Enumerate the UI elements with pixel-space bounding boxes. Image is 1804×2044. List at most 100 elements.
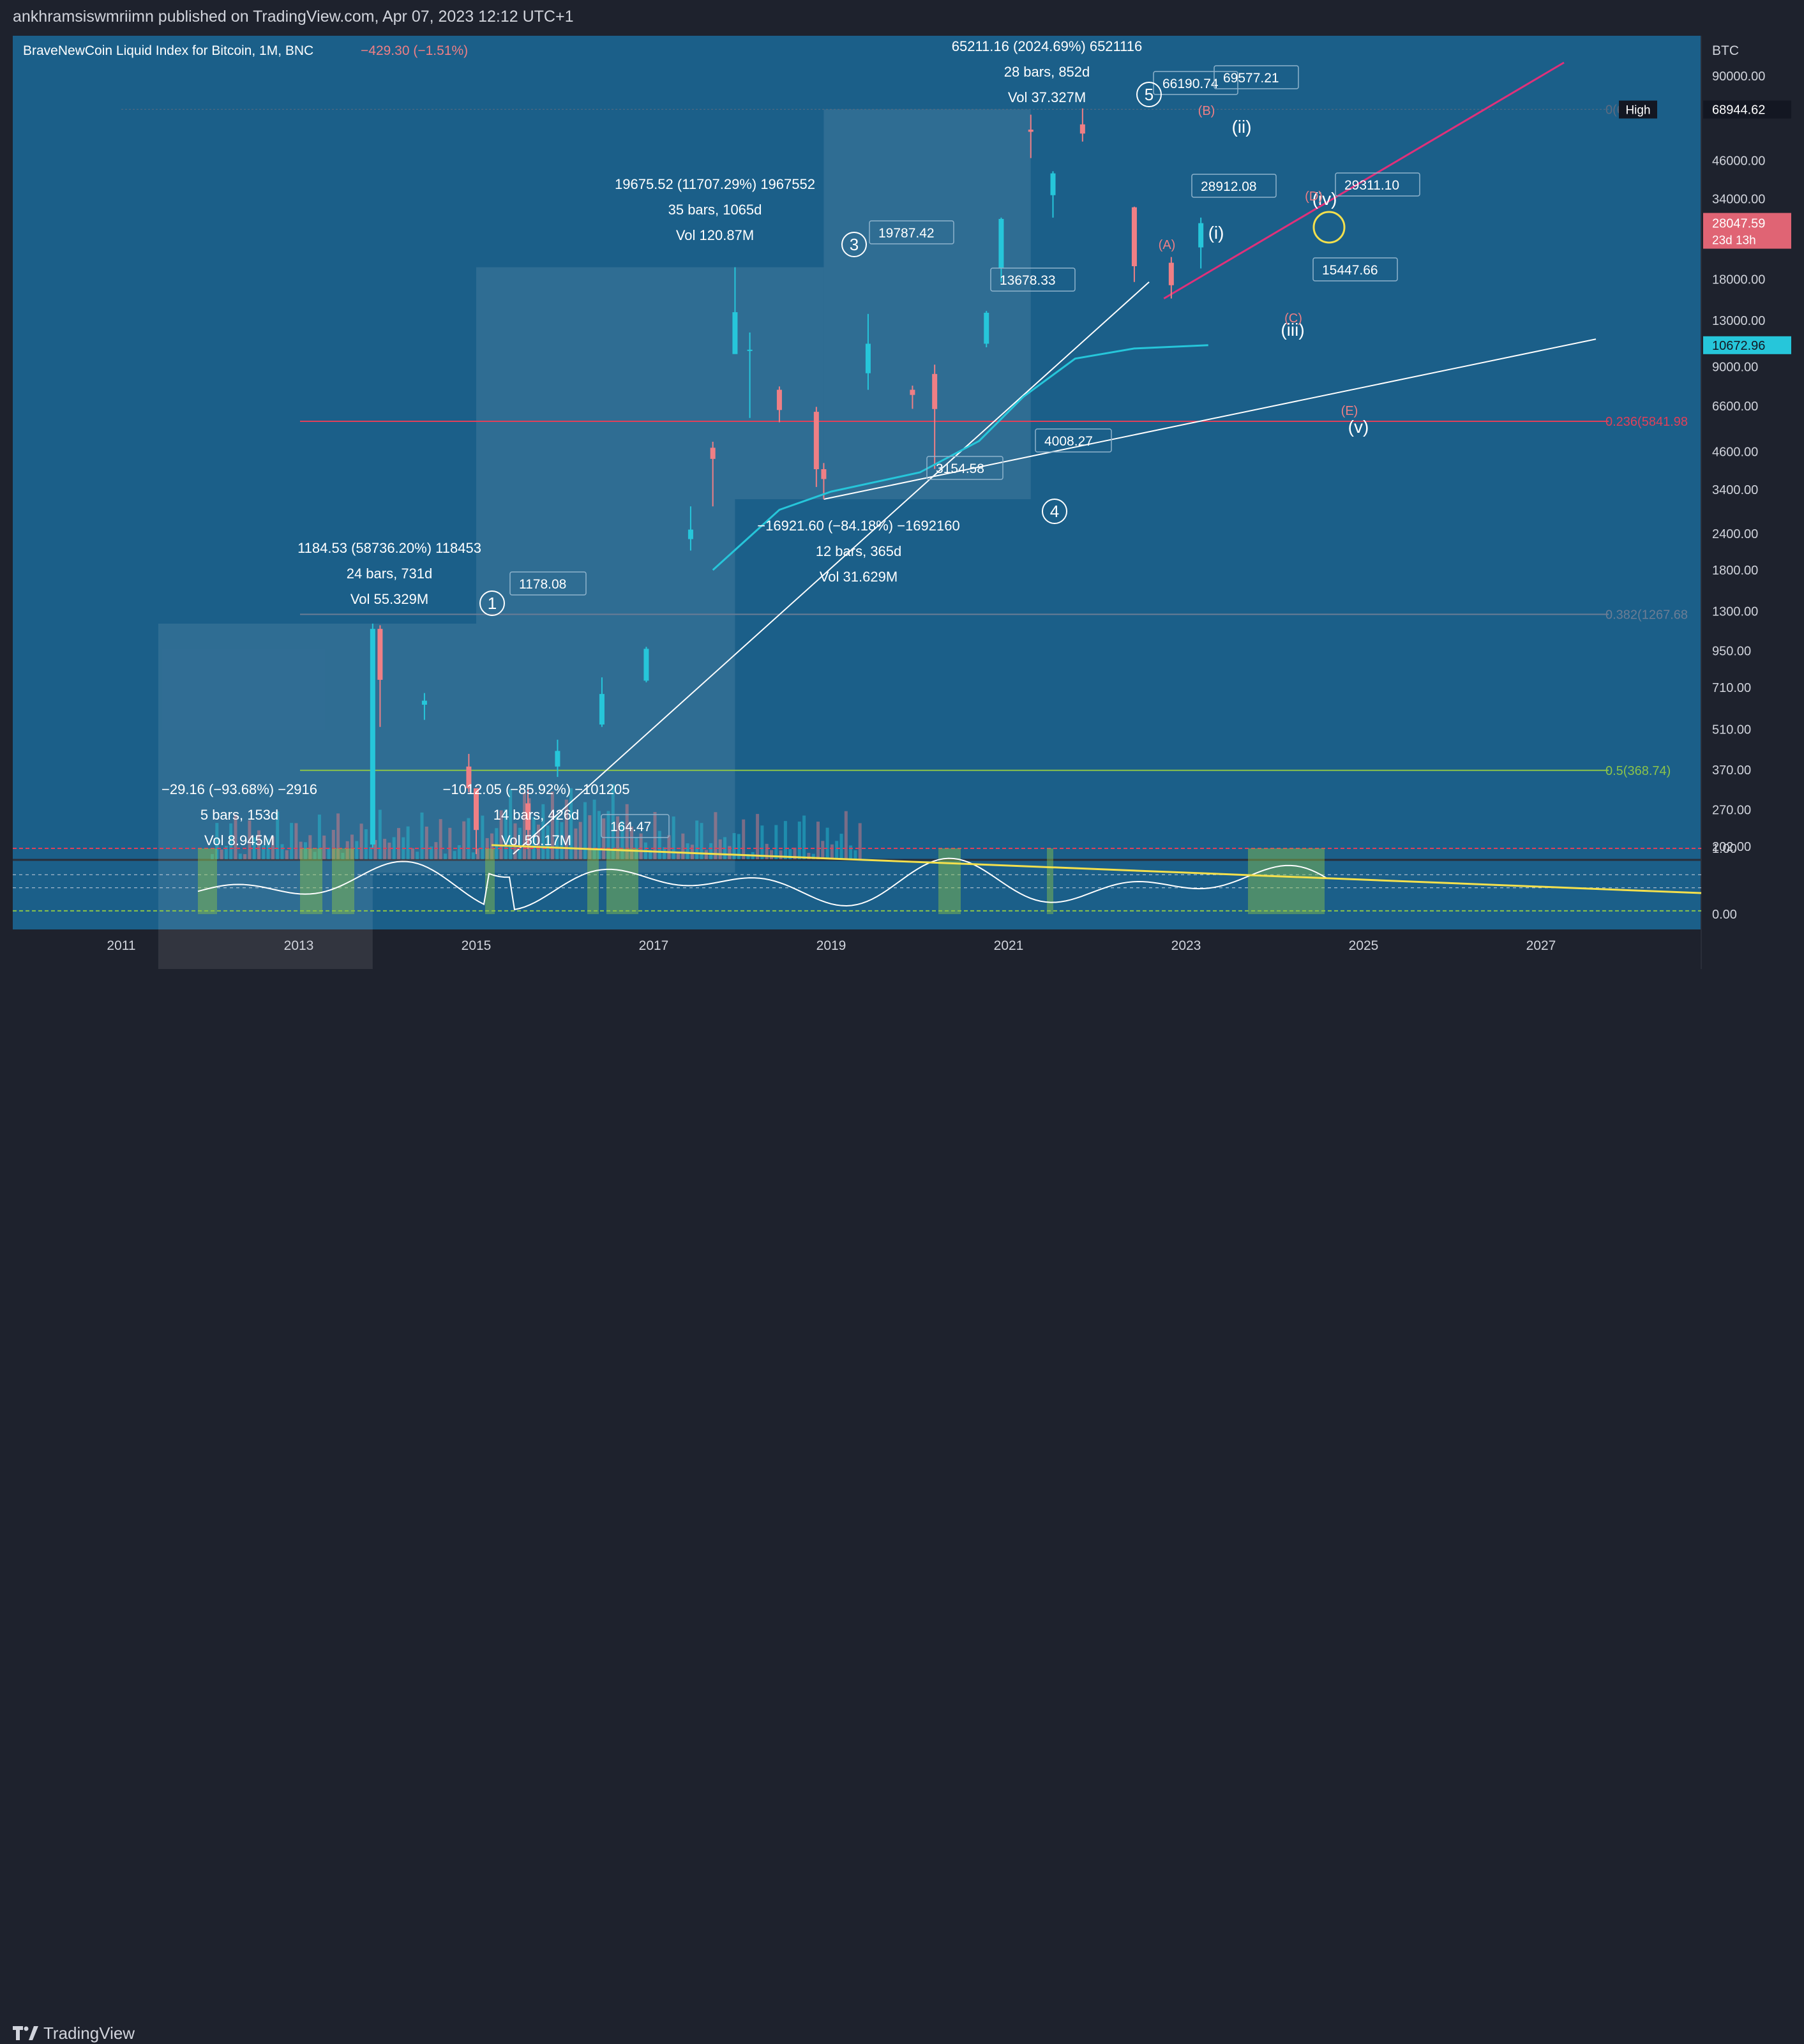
volume-bar xyxy=(373,839,377,859)
volume-bar xyxy=(770,850,773,859)
price-tick: 950.00 xyxy=(1712,644,1751,658)
volume-bar xyxy=(392,837,396,859)
volume-bar xyxy=(858,823,862,859)
osc-zone xyxy=(198,848,217,914)
measure-box-5 xyxy=(823,109,1031,500)
price-tick: 710.00 xyxy=(1712,681,1751,695)
volume-bar xyxy=(304,842,307,859)
fib-label: 0.5(368.74) xyxy=(1605,764,1671,778)
ma-badge xyxy=(1703,336,1791,354)
price-callout-box xyxy=(990,267,1076,292)
subwave-label: (iv) xyxy=(1312,189,1337,209)
volume-bar xyxy=(797,822,801,859)
volume-bar xyxy=(588,815,592,859)
wave-circle xyxy=(841,232,867,257)
volume-bar xyxy=(620,820,624,859)
volume-bar xyxy=(816,822,820,859)
tradingview-logo[interactable]: TradingView xyxy=(13,2022,135,2044)
volume-bar xyxy=(220,849,223,859)
volume-bar xyxy=(690,845,694,859)
price-callout: 28912.08 xyxy=(1201,179,1257,194)
candle-body xyxy=(688,529,693,539)
volume-bar xyxy=(742,819,746,859)
volume-bar xyxy=(336,813,340,859)
volume-bar xyxy=(541,804,545,859)
volume-bar xyxy=(774,825,778,859)
volume-bar xyxy=(830,844,834,859)
wave-label: 3 xyxy=(850,235,859,254)
candle-body xyxy=(747,349,753,351)
candle-body xyxy=(1028,130,1034,132)
oscillator-pane[interactable] xyxy=(13,860,1701,929)
measure-text: 12 bars, 365d xyxy=(816,543,902,559)
volume-bar xyxy=(406,826,410,859)
osc-zone xyxy=(1248,848,1325,914)
corrective-wave-label: (C) xyxy=(1284,312,1302,326)
volume-bar xyxy=(583,802,587,859)
price-callout-box xyxy=(1335,172,1420,197)
price-tick: 6600.00 xyxy=(1712,400,1758,414)
measure-text: 35 bars, 1065d xyxy=(668,202,762,218)
price-pane[interactable] xyxy=(13,36,1701,859)
candle-body xyxy=(910,389,915,395)
volume-bar xyxy=(811,853,815,859)
volume-bar xyxy=(564,799,568,859)
volume-bar xyxy=(416,852,419,859)
measure-box-4 xyxy=(735,267,824,500)
price-tick: 2400.00 xyxy=(1712,527,1758,541)
volume-bar xyxy=(359,823,363,859)
volume-bar xyxy=(667,835,671,859)
volume-bar xyxy=(434,842,438,859)
volume-bar xyxy=(410,848,414,859)
volume-bar xyxy=(350,834,354,859)
price-callout: 19787.42 xyxy=(878,226,935,241)
measure-text: 14 bars, 426d xyxy=(493,807,580,823)
volume-bar xyxy=(397,828,400,859)
corrective-wave-label: (D) xyxy=(1305,190,1323,204)
candle-body xyxy=(370,629,375,845)
subwave-label: (i) xyxy=(1208,223,1224,243)
volume-bar xyxy=(266,839,270,859)
volume-bar xyxy=(513,823,517,859)
volume-bar xyxy=(518,827,522,859)
time-tick: 2011 xyxy=(107,938,135,953)
volume-bar xyxy=(453,851,456,859)
time-tick: 2017 xyxy=(639,938,669,953)
wave-label: 4 xyxy=(1050,502,1059,521)
price-tick: 1800.00 xyxy=(1712,564,1758,578)
chart-frame[interactable]: 0(690470.236(5841.980.382(1267.680.5(368… xyxy=(13,36,1791,1184)
price-callout-box xyxy=(869,220,954,244)
volume-bar xyxy=(849,845,853,859)
wave-circle xyxy=(479,590,505,616)
volume-bar xyxy=(234,815,237,859)
price-tick: 270.00 xyxy=(1712,803,1751,817)
volume-bar xyxy=(653,812,657,859)
candle-body xyxy=(932,373,938,409)
corrective-wave-label: (E) xyxy=(1341,404,1358,418)
volume-bar xyxy=(550,792,554,859)
price-callout: 3154.58 xyxy=(936,462,984,476)
volume-bar xyxy=(262,845,266,859)
tradingview-brand: TradingView xyxy=(43,2023,135,2043)
candle-body xyxy=(710,447,716,459)
volume-bar xyxy=(430,846,433,859)
volume-bar xyxy=(322,835,326,859)
price-tick: 510.00 xyxy=(1712,723,1751,737)
candle-body xyxy=(865,343,871,373)
volume-bar xyxy=(238,853,242,859)
price-tick: 1300.00 xyxy=(1712,605,1758,619)
btc-chart[interactable]: 0(690470.236(5841.980.382(1267.680.5(368… xyxy=(13,36,1791,1184)
price-tick: 34000.00 xyxy=(1712,192,1765,206)
trendline-main xyxy=(513,282,1150,855)
volume-bar xyxy=(779,850,783,859)
price-callout: 4008.27 xyxy=(1044,434,1093,449)
price-callout: 69577.21 xyxy=(1223,71,1279,86)
volume-bar xyxy=(802,815,806,859)
wave-circle xyxy=(1136,82,1162,107)
volume-bar xyxy=(606,811,610,859)
publish-bar: ankhramsiswmriimn published on TradingVi… xyxy=(0,0,1804,37)
price-tick: 46000.00 xyxy=(1712,154,1765,169)
volume-bar xyxy=(663,847,666,859)
volume-bar xyxy=(658,830,661,859)
volume-bar xyxy=(611,784,615,859)
